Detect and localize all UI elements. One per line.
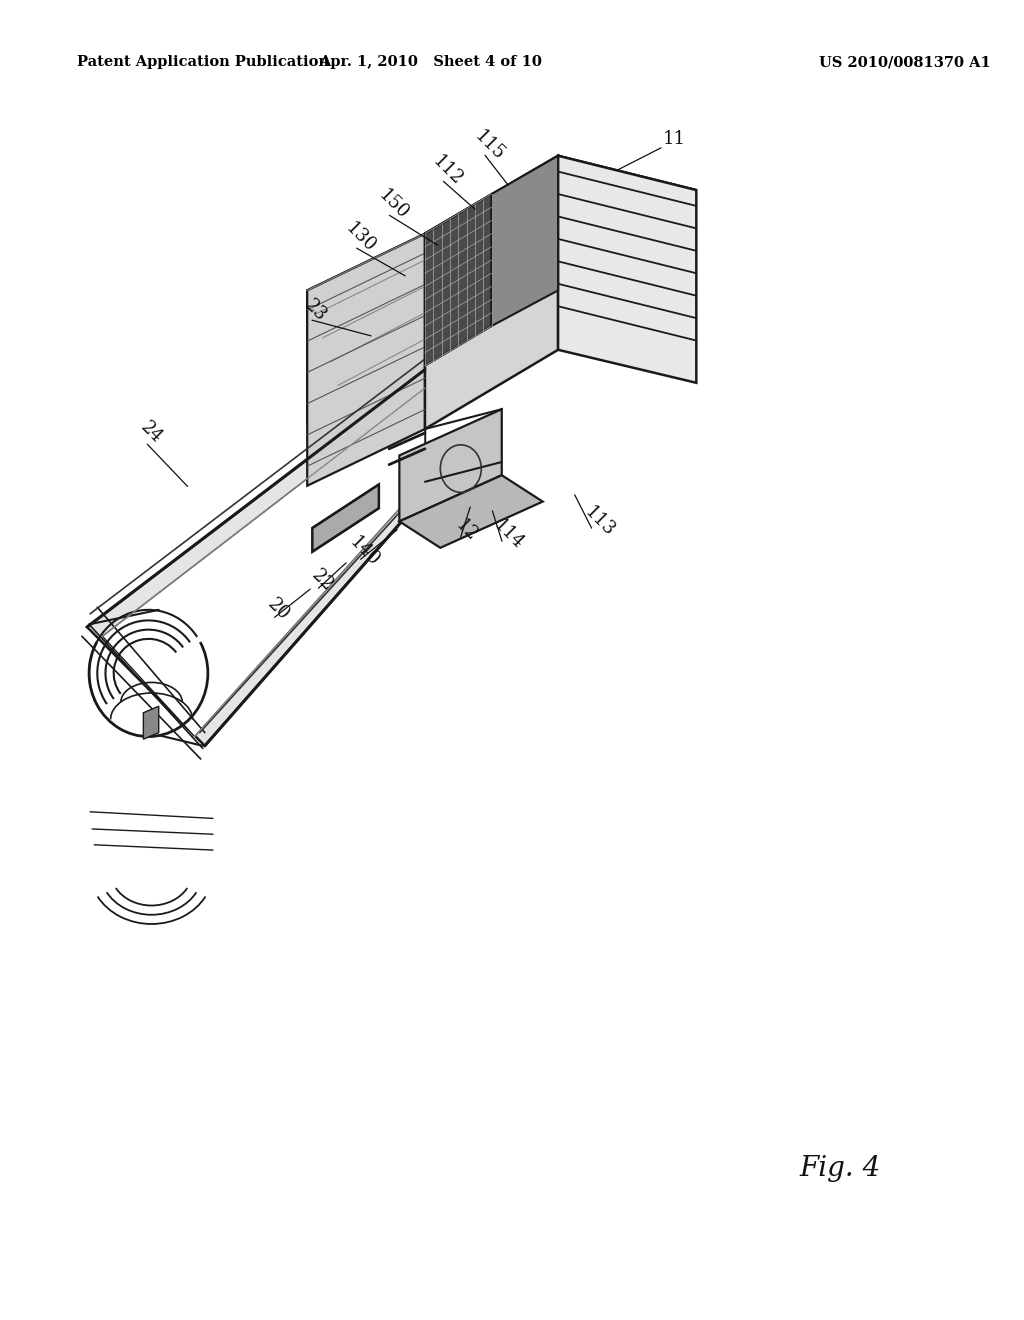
Text: Apr. 1, 2010   Sheet 4 of 10: Apr. 1, 2010 Sheet 4 of 10 <box>318 55 542 69</box>
Polygon shape <box>399 475 543 548</box>
Polygon shape <box>87 370 425 746</box>
Text: 112: 112 <box>429 152 466 189</box>
Polygon shape <box>312 484 379 552</box>
Text: 11: 11 <box>663 129 685 148</box>
Polygon shape <box>425 194 492 366</box>
Polygon shape <box>425 156 558 429</box>
Text: 150: 150 <box>375 186 412 223</box>
Polygon shape <box>143 706 159 739</box>
Text: 115: 115 <box>471 127 508 164</box>
Polygon shape <box>558 156 696 383</box>
Polygon shape <box>399 409 502 521</box>
Polygon shape <box>492 156 558 326</box>
Text: 12: 12 <box>452 516 480 545</box>
Polygon shape <box>307 290 425 422</box>
Text: Fig. 4: Fig. 4 <box>799 1155 881 1181</box>
Text: 114: 114 <box>490 516 527 553</box>
Text: 140: 140 <box>346 533 383 570</box>
Polygon shape <box>425 156 696 268</box>
Polygon shape <box>307 234 425 486</box>
Text: 113: 113 <box>581 503 617 540</box>
Text: 130: 130 <box>342 219 379 256</box>
Text: 20: 20 <box>264 595 293 624</box>
Text: 23: 23 <box>301 296 330 325</box>
Text: US 2010/0081370 A1: US 2010/0081370 A1 <box>819 55 991 69</box>
Polygon shape <box>307 234 425 347</box>
Text: Patent Application Publication: Patent Application Publication <box>77 55 329 69</box>
Polygon shape <box>102 388 425 737</box>
Text: 24: 24 <box>137 418 166 447</box>
Text: 22: 22 <box>308 566 337 595</box>
